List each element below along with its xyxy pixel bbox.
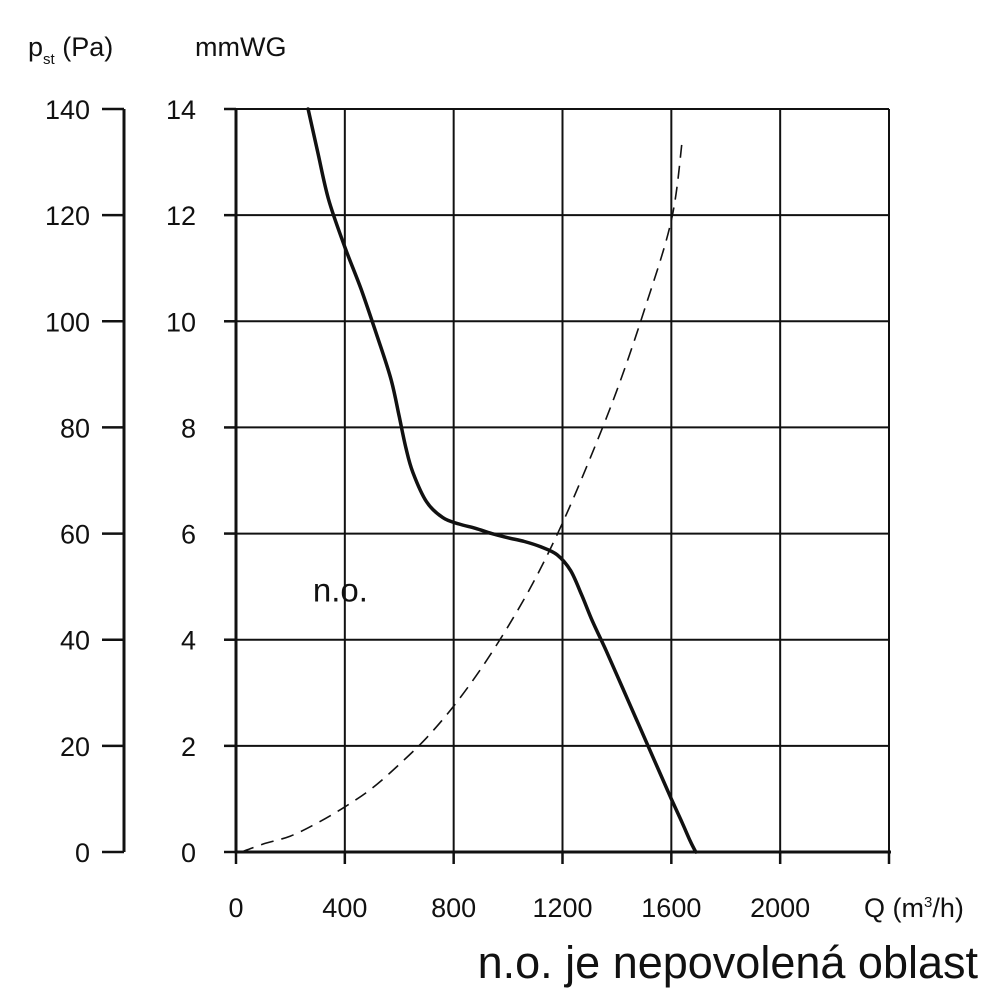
tick-label-mmwg: 2 xyxy=(181,732,196,762)
y-axis-title-mmwg: mmWG xyxy=(195,32,286,62)
axes xyxy=(102,107,891,864)
tick-label-pa: 140 xyxy=(45,95,90,125)
tick-label-mmwg: 14 xyxy=(166,95,196,125)
tick-label-x: 1600 xyxy=(641,893,701,923)
tick-label-pa: 60 xyxy=(60,520,90,550)
tick-label-pa: 40 xyxy=(60,626,90,656)
tick-label-pa: 100 xyxy=(45,307,90,337)
grid xyxy=(236,108,890,852)
tick-label-x: 400 xyxy=(322,893,367,923)
system-curve-dashed xyxy=(241,140,683,853)
annotation-no: n.o. xyxy=(313,571,368,608)
y-axis-title-pa: pst (Pa) xyxy=(28,32,113,68)
tick-label-pa: 80 xyxy=(60,413,90,443)
fan-curve-solid xyxy=(306,107,698,854)
tick-label-mmwg: 4 xyxy=(181,626,196,656)
tick-label-mmwg: 12 xyxy=(166,201,196,231)
tick-label-pa: 120 xyxy=(45,201,90,231)
tick-label-x: 800 xyxy=(431,893,476,923)
tick-label-mmwg: 8 xyxy=(181,413,196,443)
series-layer xyxy=(241,107,698,854)
tick-label-mmwg: 0 xyxy=(181,838,196,868)
tick-label-mmwg: 6 xyxy=(181,520,196,550)
tick-label-x: 0 xyxy=(228,893,243,923)
tick-label-x: 2000 xyxy=(750,893,810,923)
tick-label-x: 1200 xyxy=(532,893,592,923)
tick-label-mmwg: 10 xyxy=(166,307,196,337)
x-axis-title: Q (m3/h) xyxy=(864,893,964,923)
tick-label-pa: 20 xyxy=(60,732,90,762)
footnote: n.o. je nepovolená oblast xyxy=(478,937,979,988)
tick-label-pa: 0 xyxy=(75,838,90,868)
